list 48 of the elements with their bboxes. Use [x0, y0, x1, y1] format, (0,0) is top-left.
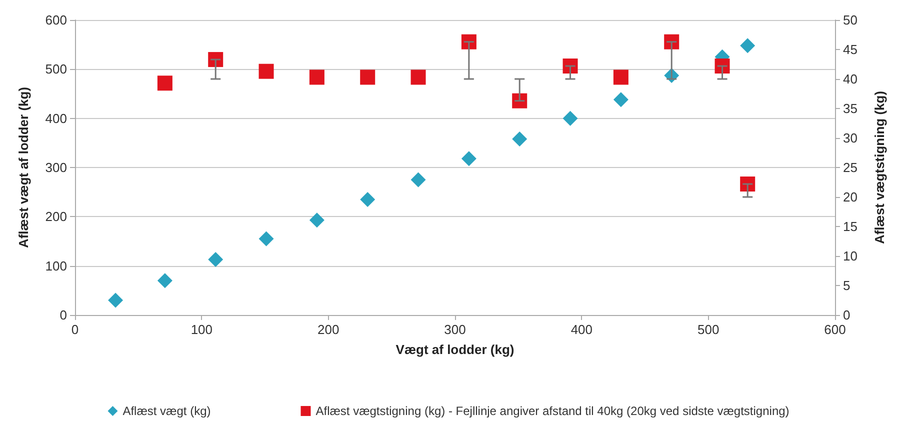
- y2-tick-label: 35: [843, 101, 858, 116]
- legend-label: Aflæst vægt (kg): [122, 404, 211, 418]
- y2-tick-label: 25: [843, 160, 858, 175]
- x-tick-label: 500: [697, 322, 720, 337]
- point: [360, 70, 376, 85]
- y-tick-label: 600: [45, 12, 67, 28]
- y2-tick-label: 0: [843, 308, 850, 322]
- point: [410, 70, 426, 85]
- y-tick-label: 200: [45, 209, 67, 224]
- y2-tick-label: 45: [843, 42, 858, 57]
- point: [258, 64, 274, 79]
- y-tick-label: 100: [45, 258, 67, 274]
- y-tick-label: 300: [45, 160, 67, 175]
- point: [512, 131, 528, 146]
- y-tick-label: 400: [45, 110, 67, 126]
- y2-tick-label: 10: [843, 248, 858, 264]
- y2-tick-label: 15: [843, 219, 858, 234]
- x-tick-label: 600: [824, 322, 846, 337]
- y2-axis-title: Aflæst vægtstigning (kg): [872, 90, 887, 244]
- y2-tick-label: 20: [843, 190, 858, 204]
- y2-tick-label: 5: [843, 278, 850, 293]
- point: [258, 231, 274, 246]
- x-axis-title: Vægt af lodder (kg): [396, 342, 514, 357]
- legend-label: Aflæst vægtstigning (kg) - Fejllinje angiver afstand til 40kg (20kg ved sidste vægtstigning): [316, 404, 790, 418]
- point: [613, 92, 628, 108]
- y2-tick-label: 30: [843, 130, 858, 146]
- y-axis-title: Aflæst vægt af lodder (kg): [16, 86, 31, 248]
- x-tick-label: 300: [444, 322, 466, 337]
- point: [613, 70, 628, 85]
- x-tick-label: 0: [71, 322, 79, 337]
- point: [309, 212, 324, 228]
- point: [360, 192, 376, 207]
- x-tick-label: 200: [317, 322, 340, 337]
- x-tick-label: 100: [190, 322, 213, 337]
- y-tick-label: 500: [45, 62, 67, 77]
- point: [157, 273, 172, 288]
- y2-tick-label: 50: [843, 12, 858, 28]
- point: [309, 70, 324, 85]
- point: [208, 252, 224, 267]
- point: [740, 38, 756, 54]
- y-tick-label: 0: [60, 308, 67, 322]
- x-tick-label: 400: [570, 322, 593, 337]
- point: [410, 172, 426, 188]
- y2-tick-label: 40: [843, 72, 858, 86]
- point: [461, 151, 476, 166]
- point: [562, 110, 578, 126]
- point: [108, 292, 124, 308]
- point: [157, 76, 172, 91]
